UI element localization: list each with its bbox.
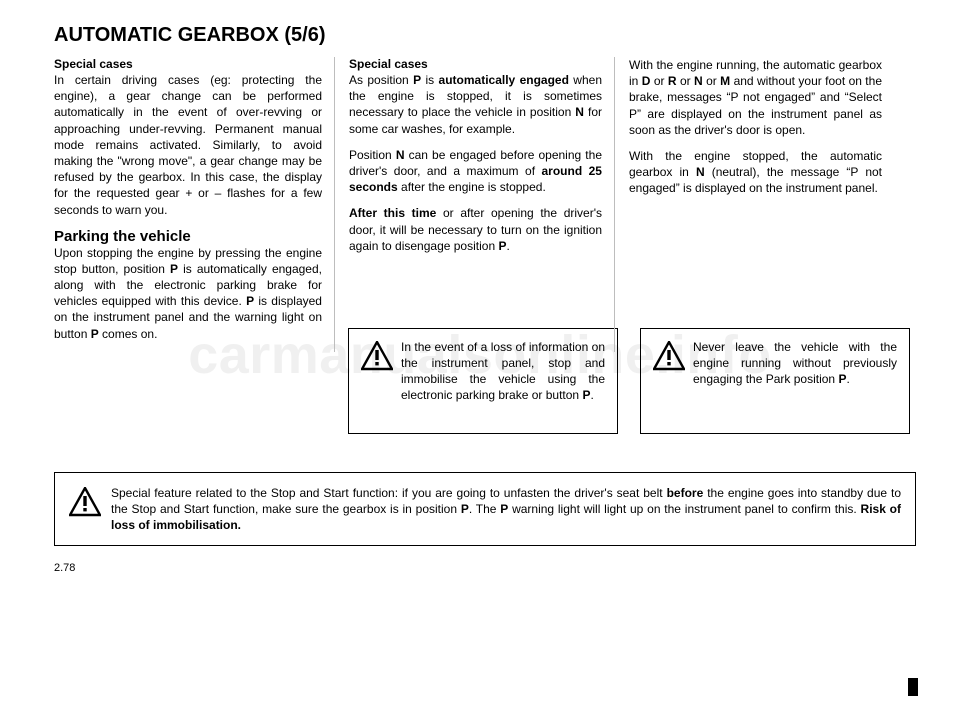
text-bold: P [461, 502, 469, 516]
page-number: 2.78 [54, 562, 916, 574]
text-fragment: . [846, 372, 849, 386]
text-fragment: . The [469, 502, 500, 516]
col2-heading-special: Special cases [349, 57, 602, 71]
title-page-indicator: (5/6) [284, 24, 325, 46]
text-fragment: Special feature related to the Stop and … [111, 486, 667, 500]
column-2: Special cases As position P is automatic… [334, 57, 614, 352]
content-columns: Special cases In certain driving cases (… [54, 57, 916, 352]
text-fragment: . [506, 239, 509, 253]
page-corner-mark [908, 678, 918, 696]
text-fragment: As position [349, 73, 413, 87]
text-bold: automatically engaged [439, 73, 569, 87]
col1-heading-parking: Parking the vehicle [54, 228, 322, 245]
text-fragment: after the engine is stopped. [398, 180, 546, 194]
text-bold: before [667, 486, 704, 500]
warning-text: Special feature related to the Stop and … [111, 485, 901, 534]
text-fragment: warning light will light up on the instr… [508, 502, 860, 516]
col2-para-3: After this time or after opening the dri… [349, 205, 602, 254]
text-bold: N [696, 165, 705, 179]
col1-para-1: In certain driving cases (eg: protecting… [54, 72, 322, 218]
column-1: Special cases In certain driving cases (… [54, 57, 334, 352]
text-bold: P [413, 73, 421, 87]
text-fragment: . [590, 388, 593, 402]
title-text: AUTOMATIC GEARBOX [54, 24, 284, 46]
text-bold: N [694, 74, 703, 88]
text-bold: N [575, 105, 584, 119]
col1-heading-special: Special cases [54, 57, 322, 71]
text-bold: R [668, 74, 677, 88]
text-bold: M [720, 74, 730, 88]
col2-para-2: Position N can be engaged before opening… [349, 147, 602, 196]
col2-para-1: As position P is automatically engaged w… [349, 72, 602, 137]
text-bold: P [170, 262, 178, 276]
text-fragment: comes on. [99, 327, 158, 341]
text-bold: P [91, 327, 99, 341]
text-fragment: or [650, 74, 667, 88]
warning-box-stop-start: Special feature related to the Stop and … [54, 472, 916, 547]
column-3: With the engine running, the automatic g… [614, 57, 894, 352]
text-fragment: is [421, 73, 438, 87]
text-fragment: or [703, 74, 720, 88]
text-fragment: Position [349, 148, 396, 162]
page-title: AUTOMATIC GEARBOX (5/6) [54, 24, 916, 47]
warning-triangle-icon [69, 487, 101, 517]
col3-para-2: With the engine stopped, the automatic g… [629, 148, 882, 197]
col3-para-1: With the engine running, the automatic g… [629, 57, 882, 138]
text-bold: After this time [349, 206, 436, 220]
manual-page: AUTOMATIC GEARBOX (5/6) Special cases In… [0, 0, 960, 710]
col1-para-2: Upon stopping the engine by pressing the… [54, 245, 322, 342]
text-fragment: or [677, 74, 694, 88]
text-bold: P [246, 294, 254, 308]
